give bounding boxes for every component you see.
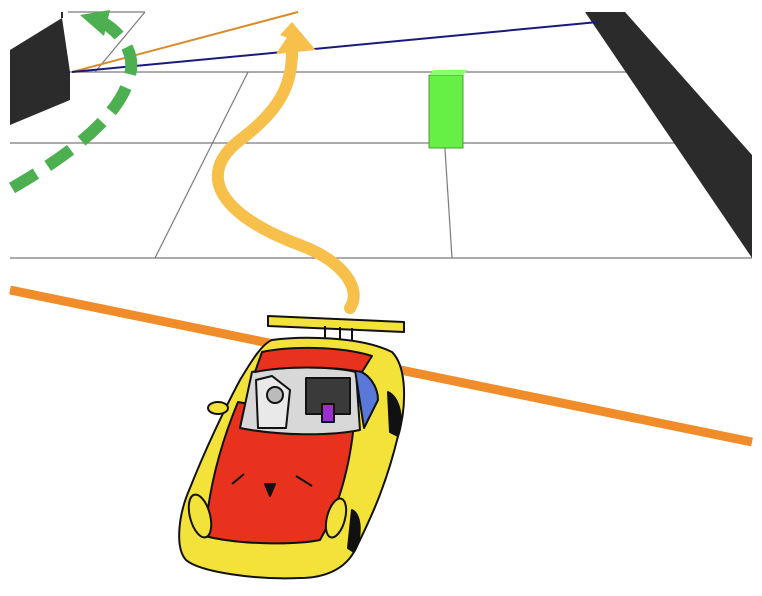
green-arrow-head bbox=[80, 10, 110, 36]
rear-wing bbox=[267, 315, 405, 333]
wavy-arrow-icon bbox=[211, 46, 360, 314]
grid-line bbox=[154, 71, 249, 259]
far-orange-line bbox=[71, 11, 299, 73]
race-car bbox=[178, 315, 405, 580]
grid-line bbox=[94, 11, 146, 73]
blue-line bbox=[71, 21, 599, 73]
green-box bbox=[428, 70, 468, 149]
dashed-curved-arrow-icon bbox=[8, 16, 138, 194]
left-wall bbox=[10, 12, 70, 125]
right-wall bbox=[585, 12, 752, 258]
floor-grid bbox=[10, 11, 752, 259]
